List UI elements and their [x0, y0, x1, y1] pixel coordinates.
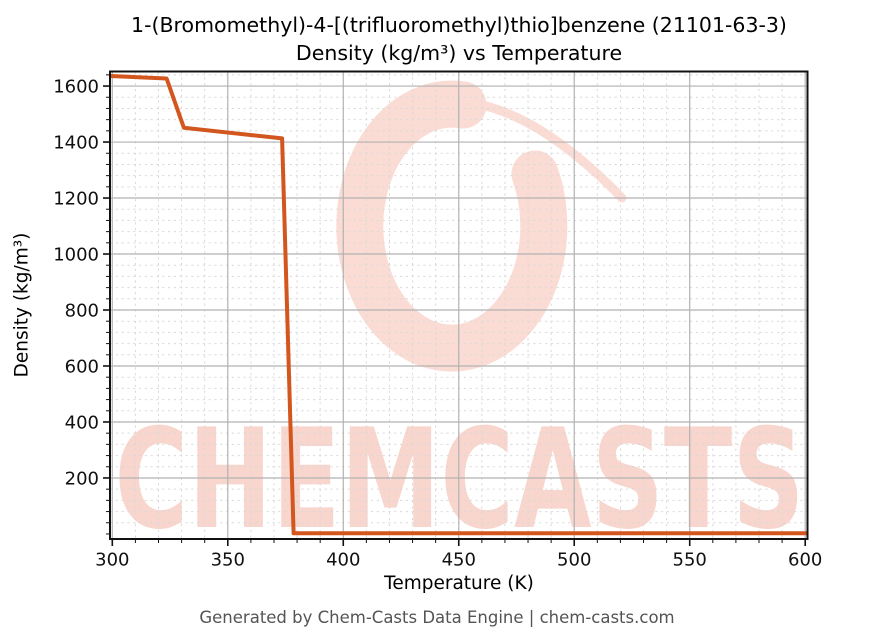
- y-tick-label: 1000: [53, 244, 99, 265]
- y-tick-label: 1200: [53, 188, 99, 209]
- title-line-2: Density (kg/m³) vs Temperature: [295, 41, 623, 65]
- y-tick-label: 1400: [53, 132, 99, 153]
- x-tick-label: 550: [673, 550, 707, 571]
- watermark-text: CHEMCASTS: [115, 399, 805, 560]
- chemcasts-c-swoosh-logo: [336, 80, 568, 372]
- x-tick-label: 350: [211, 550, 245, 571]
- footer-credit: Generated by Chem-Casts Data Engine | ch…: [199, 608, 675, 627]
- logo-inner-swoosh: [400, 96, 627, 203]
- x-tick-label: 450: [442, 550, 476, 571]
- x-axis-label: Temperature (K): [384, 573, 534, 594]
- y-tick-label: 800: [65, 300, 99, 321]
- y-tick-label: 1600: [53, 76, 99, 97]
- axis-ticks: [103, 74, 806, 546]
- x-tick-label: 400: [326, 550, 360, 571]
- y-axis-label: Density (kg/m³): [11, 232, 33, 378]
- density-line: [109, 74, 808, 536]
- y-tick-label: 600: [65, 356, 99, 377]
- grid-major: [110, 71, 808, 539]
- x-tick-label: 500: [557, 550, 591, 571]
- watermark: CHEMCASTS: [115, 80, 805, 560]
- y-tick-label: 200: [65, 468, 99, 489]
- y-tick-label: 400: [65, 412, 99, 433]
- x-tick-label: 300: [95, 550, 129, 571]
- title-line-1: 1-(Bromomethyl)-4-[(trifluoromethyl)thio…: [131, 13, 787, 37]
- tick-labels: 300 350 400 450 500 550 600 200 400 600 800 1000 120…: [53, 76, 822, 570]
- x-tick-label: 600: [788, 550, 822, 571]
- chart-title: 1-(Bromomethyl)-4-[(trifluoromethyl)thio…: [131, 11, 787, 67]
